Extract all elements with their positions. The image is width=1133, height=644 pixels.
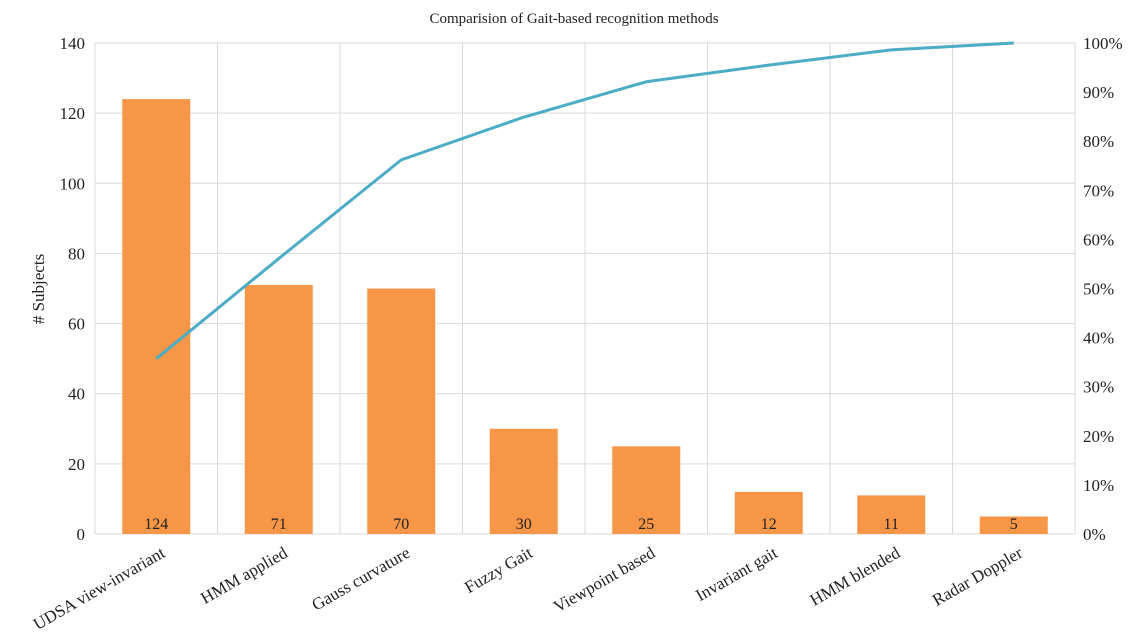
y2-tick-label: 40% bbox=[1083, 329, 1114, 348]
bar-data-label: 71 bbox=[271, 516, 287, 533]
cumulative-line-series bbox=[155, 41, 1014, 360]
y2-tick-label: 10% bbox=[1083, 476, 1114, 495]
bar-data-label: 5 bbox=[1010, 516, 1018, 533]
y-tick-label: 0 bbox=[77, 525, 86, 544]
y2-tick-label: 0% bbox=[1083, 525, 1106, 544]
bar bbox=[612, 446, 681, 534]
y-tick-label: 100 bbox=[60, 174, 86, 193]
x-tick-label: UDSA view-invariant bbox=[30, 543, 169, 634]
bar-series: 124 71 70 30 25 12 11 5 bbox=[122, 99, 1048, 534]
bar bbox=[979, 516, 1048, 534]
x-tick-label: HMM blended bbox=[807, 543, 904, 610]
y-axis-label: # Subjects bbox=[29, 254, 48, 324]
cumulative-line bbox=[155, 41, 1014, 360]
x-tick-label: Radar Doppler bbox=[929, 543, 1026, 610]
y-tick-label: 40 bbox=[68, 385, 85, 404]
x-tick-label: Invariant gait bbox=[692, 543, 781, 605]
x-axis-ticks: UDSA view-invariant HMM applied Gauss curv… bbox=[30, 543, 1026, 634]
bar bbox=[244, 284, 313, 534]
bar bbox=[734, 491, 803, 534]
y2-tick-label: 100% bbox=[1083, 34, 1123, 53]
bar-data-label: 124 bbox=[144, 516, 168, 533]
bar-data-label: 25 bbox=[638, 516, 654, 533]
bar bbox=[367, 288, 436, 534]
y2-axis-ticks: 0% 10% 20% 30% 40% 50% 60% 70% 80% 90% 100% bbox=[1083, 34, 1123, 544]
bar bbox=[857, 495, 926, 534]
y2-tick-label: 30% bbox=[1083, 378, 1114, 397]
y2-tick-label: 20% bbox=[1083, 427, 1114, 446]
y2-tick-label: 50% bbox=[1083, 280, 1114, 299]
y-tick-label: 20 bbox=[68, 455, 85, 474]
bar bbox=[122, 99, 191, 534]
x-tick-label: Viewpoint based bbox=[550, 543, 658, 617]
bar bbox=[489, 428, 558, 534]
y-tick-label: 120 bbox=[60, 104, 86, 123]
y-tick-label: 80 bbox=[68, 244, 85, 263]
y-tick-label: 140 bbox=[60, 34, 86, 53]
bar-data-label: 30 bbox=[516, 516, 532, 533]
bar-data-label: 12 bbox=[761, 516, 777, 533]
y2-tick-label: 70% bbox=[1083, 181, 1114, 200]
y-tick-label: 60 bbox=[68, 315, 85, 334]
x-tick-label: HMM applied bbox=[197, 543, 291, 608]
y-axis-ticks: 0 20 40 60 80 100 120 140 bbox=[60, 34, 86, 544]
y2-tick-label: 90% bbox=[1083, 83, 1114, 102]
x-tick-label: Fuzzy Gait bbox=[461, 543, 536, 597]
bar-data-label: 70 bbox=[393, 516, 409, 533]
bar-data-label: 11 bbox=[884, 516, 899, 533]
x-tick-label: Gauss curvature bbox=[308, 543, 413, 614]
chart-title: Comparision of Gait-based recognition me… bbox=[429, 11, 718, 27]
y2-tick-label: 60% bbox=[1083, 230, 1114, 249]
y2-tick-label: 80% bbox=[1083, 132, 1114, 151]
